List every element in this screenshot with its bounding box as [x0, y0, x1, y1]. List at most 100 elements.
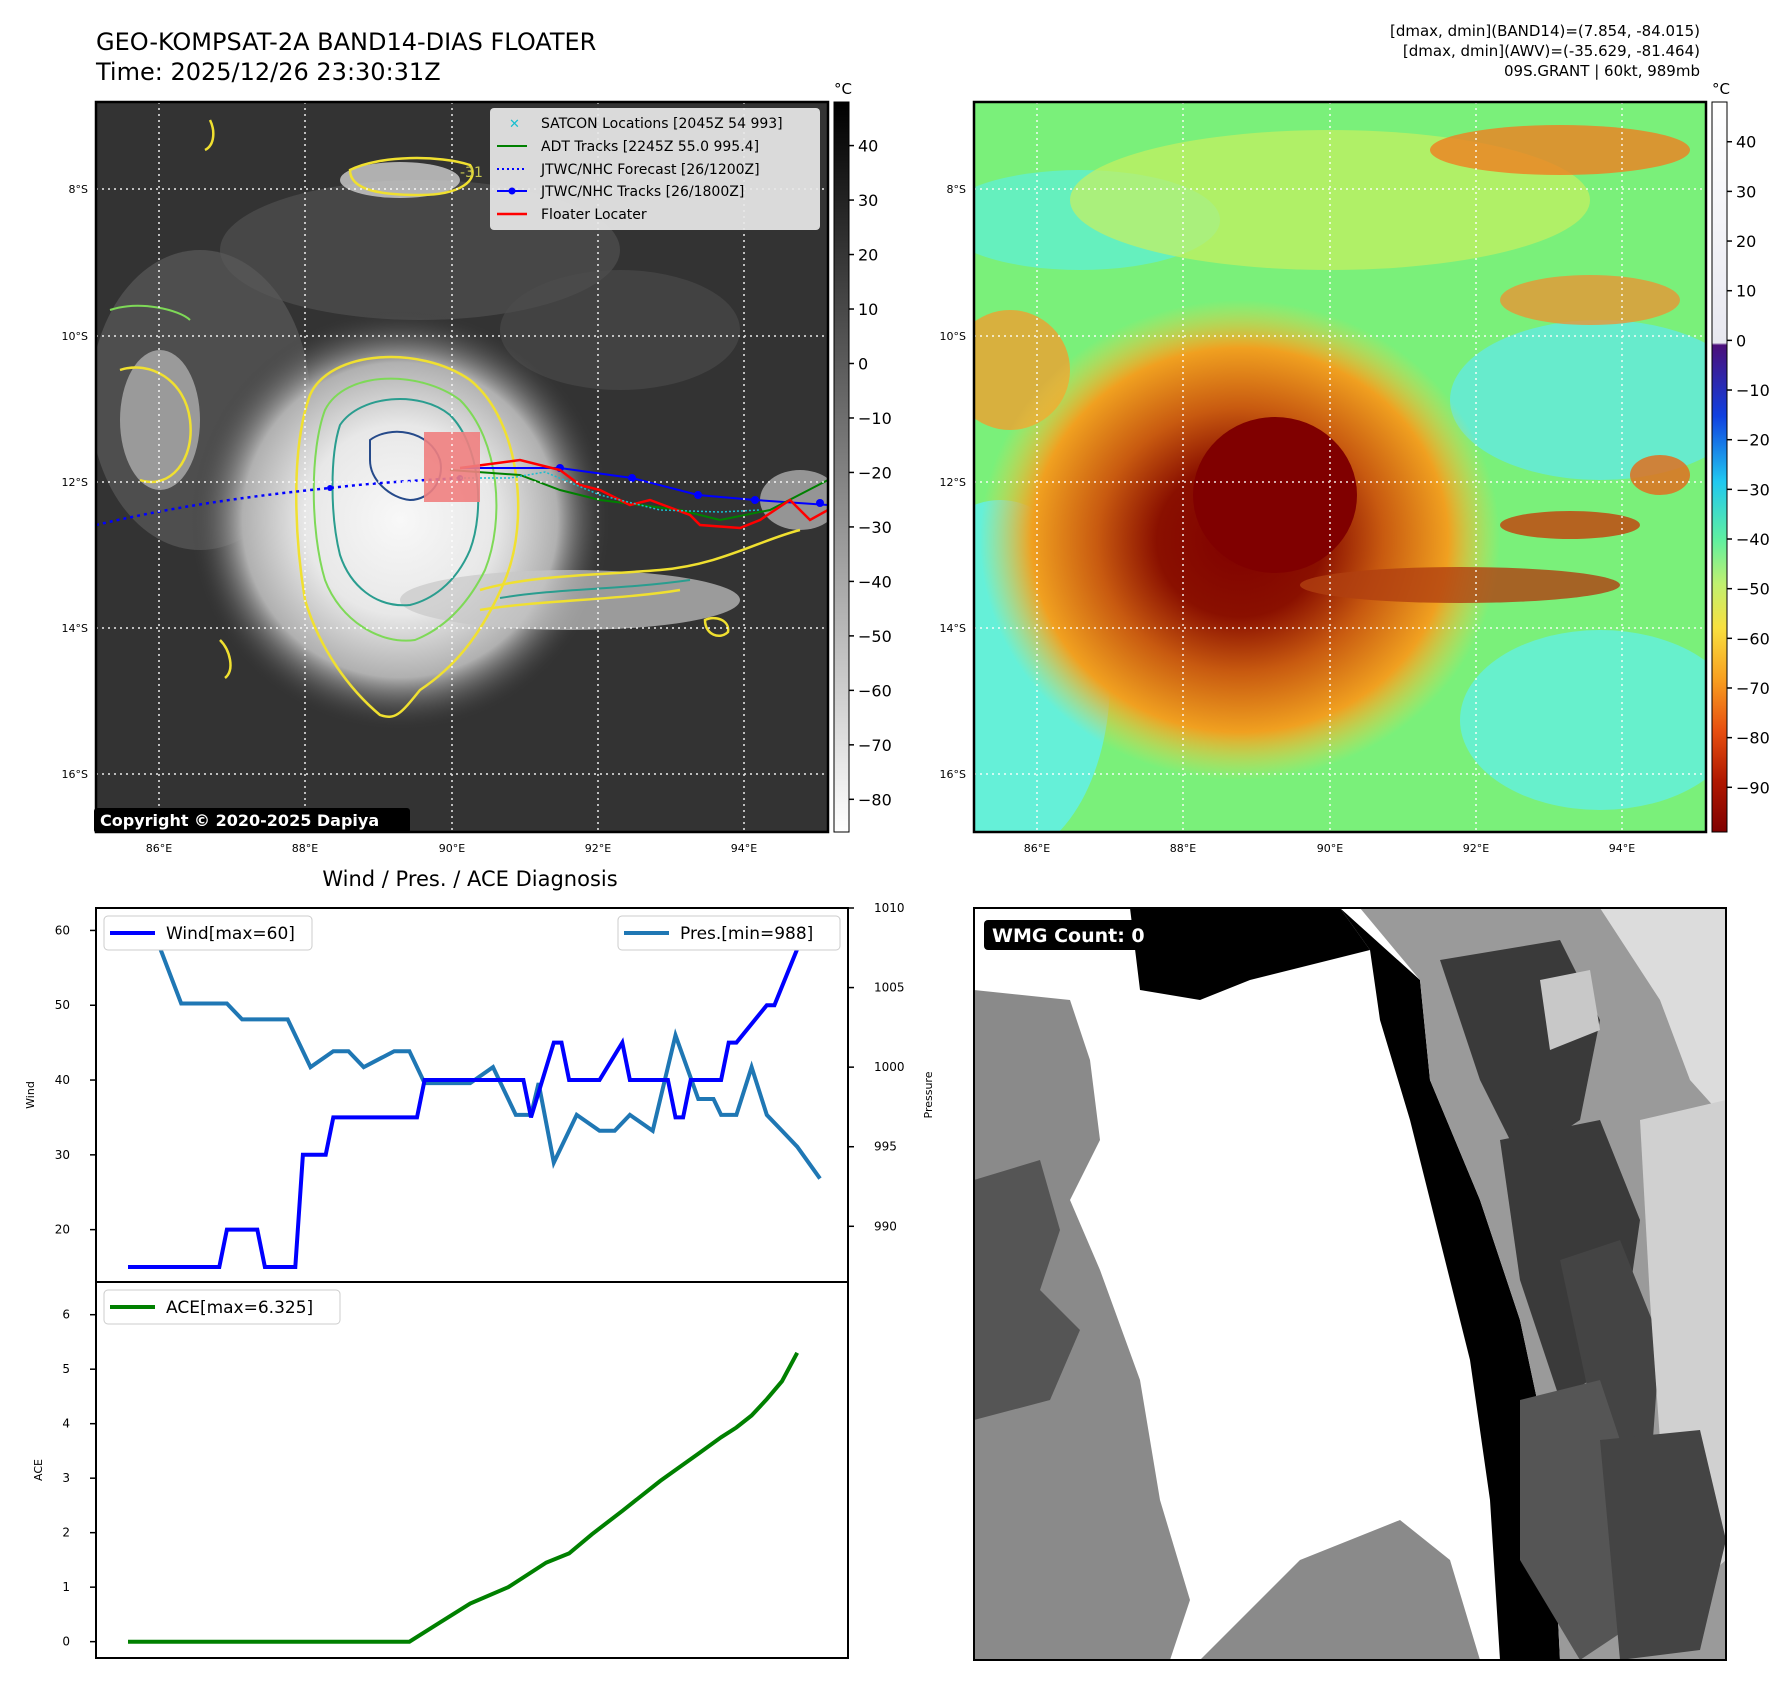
- awv-colorbar-tick-label: −20: [1736, 431, 1770, 450]
- ace-axis-label: ACE: [32, 1459, 45, 1481]
- ir-lat-label: 12°S: [62, 476, 88, 489]
- ir-colorbar-tick-label: 0: [858, 354, 868, 373]
- ir-colorbar-tick-label: −80: [858, 790, 892, 809]
- ace-legend-label: ACE[max=6.325]: [166, 1298, 313, 1318]
- wmg-count-box: [984, 920, 1166, 950]
- wind-axis-tick-label: 50: [55, 998, 70, 1012]
- copyright-text: Copyright © 2020-2025 Dapiya: [100, 811, 379, 830]
- ir-colorbar-tick-label: −70: [858, 736, 892, 755]
- satcon-marker-icon: ✕: [509, 117, 520, 132]
- wmg-frame: [973, 907, 1727, 1661]
- ir-colorbar-unit: °C: [834, 80, 852, 98]
- ir-colorbar-tick-label: 10: [858, 300, 878, 319]
- ir-lon-labels: 86°E 88°E 90°E 92°E 94°E: [146, 842, 757, 855]
- legend-satcon: SATCON Locations [2045Z 54 993]: [541, 116, 783, 132]
- floater-locator-box: [424, 432, 480, 502]
- awv-colorbar-tick-label: −60: [1736, 629, 1770, 648]
- awv-lon-label: 88°E: [1170, 842, 1196, 855]
- ir-lat-label: 14°S: [62, 622, 88, 635]
- wind-axis-tick-label: 20: [55, 1223, 70, 1237]
- legend-tracks: JTWC/NHC Tracks [26/1800Z]: [540, 184, 744, 200]
- ace-axis-tick-label: 5: [62, 1362, 70, 1376]
- storm-info: 09S.GRANT | 60kt, 989mb: [1503, 62, 1700, 80]
- map-legend: ✕ SATCON Locations [2045Z 54 993] ADT Tr…: [490, 108, 820, 230]
- copyright-box: [94, 808, 410, 833]
- awv-lon-label: 94°E: [1609, 842, 1635, 855]
- awv-range-info: [dmax, dmin](AWV)=(-35.629, -81.464): [1402, 42, 1700, 60]
- awv-colorbar-tick-label: −30: [1736, 480, 1770, 499]
- ir-colorbar-tick-label: 20: [858, 246, 878, 265]
- ace-axis-tick-label: 4: [62, 1417, 70, 1431]
- legend-adt: ADT Tracks [2245Z 55.0 995.4]: [541, 139, 759, 155]
- diagnosis-chart-title: Wind / Pres. / ACE Diagnosis: [322, 867, 617, 891]
- pressure-axis-tick-label: 1000: [874, 1060, 905, 1074]
- awv-colorbar-tick-label: 0: [1736, 331, 1746, 350]
- ace-axis-tick-label: 6: [62, 1308, 70, 1322]
- ir-colorbar-tick-label: −50: [858, 627, 892, 646]
- wind-legend-label: Wind[max=60]: [166, 924, 295, 944]
- pressure-axis-tick-label: 990: [874, 1219, 897, 1233]
- ace-axis-tick-label: 1: [62, 1580, 70, 1594]
- awv-lat-label: 8°S: [947, 183, 966, 196]
- ace-series-line: [128, 1351, 799, 1644]
- ir-colorbar-tick-label: 40: [858, 137, 878, 156]
- awv-lon-label: 92°E: [1463, 842, 1489, 855]
- figure-title-line1: GEO-KOMPSAT-2A BAND14-DIAS FLOATER: [96, 28, 597, 56]
- awv-lon-labels: 86°E 88°E 90°E 92°E 94°E: [1024, 842, 1635, 855]
- wind-axis-label: Wind: [24, 1081, 37, 1109]
- legend-forecast: JTWC/NHC Forecast [26/1200Z]: [540, 162, 760, 178]
- pressure-axis-label: Pressure: [922, 1071, 935, 1118]
- ir-colorbar-tick-label: −60: [858, 681, 892, 700]
- ir-imagery: -31: [96, 102, 828, 832]
- wind-axis-tick-label: 30: [55, 1148, 70, 1162]
- ace-chart: ACE 0 1 2 3 4 5 6 ACE[max=6.325]: [32, 1281, 849, 1659]
- awv-colorbar-tick-label: 10: [1736, 282, 1756, 301]
- ace-axis-tick-label: 0: [62, 1635, 70, 1649]
- wmg-count-label: WMG Count: 0: [992, 925, 1145, 947]
- awv-colorbar-tick-label: −70: [1736, 679, 1770, 698]
- awv-lat-labels: 8°S 10°S 12°S 14°S 16°S: [940, 183, 966, 781]
- ir-colorbar: °C 40 30 20 10 0 −10 −20 −30 −40 −50 −60 −70 −80: [833, 80, 892, 833]
- wind-pressure-frame: [95, 907, 849, 1283]
- awv-lat-label: 12°S: [940, 476, 966, 489]
- pressure-axis-tick-label: 1010: [874, 901, 905, 915]
- wind-pressure-chart: Wind / Pres. / ACE Diagnosis Wind Pressu…: [24, 867, 935, 1283]
- awv-lat-label: 16°S: [940, 768, 966, 781]
- ir-lon-label: 90°E: [439, 842, 465, 855]
- ir-colorbar-tick-label: 30: [858, 191, 878, 210]
- awv-colorbar-unit: °C: [1712, 80, 1730, 98]
- ir-map-panel: -31 Co: [62, 100, 830, 855]
- ir-lon-label: 94°E: [731, 842, 757, 855]
- awv-colorbar-tick-label: −10: [1736, 381, 1770, 400]
- awv-lon-label: 90°E: [1317, 842, 1343, 855]
- awv-colorbar: °C 40 30 20 10 0 −10 −20 −30 −40 −50 −60 −70 −80 −90: [1711, 80, 1770, 833]
- contour-label: -31: [460, 165, 483, 181]
- bt-range-info: [dmax, dmin](BAND14)=(7.854, -84.015): [1389, 22, 1700, 40]
- ir-lat-label: 8°S: [69, 183, 88, 196]
- pressure-axis-tick-label: 1005: [874, 981, 905, 995]
- pressure-axis-tick-label: 995: [874, 1140, 897, 1154]
- ir-lat-label: 16°S: [62, 768, 88, 781]
- wind-axis-tick-label: 60: [55, 923, 70, 937]
- awv-imagery: [974, 102, 1706, 832]
- awv-colorbar-tick-label: −50: [1736, 580, 1770, 599]
- figure-title-line2: Time: 2025/12/26 23:30:31Z: [96, 58, 441, 86]
- awv-lat-label: 10°S: [940, 330, 966, 343]
- awv-colorbar-tick-label: 40: [1736, 133, 1756, 152]
- awv-colorbar-tick-label: −90: [1736, 778, 1770, 797]
- ir-colorbar-tick-label: −40: [858, 572, 892, 591]
- legend-floater: Floater Locater: [541, 207, 647, 223]
- awv-colorbar-tick-label: −80: [1736, 729, 1770, 748]
- awv-lat-label: 14°S: [940, 622, 966, 635]
- ir-lon-label: 86°E: [146, 842, 172, 855]
- awv-lon-label: 86°E: [1024, 842, 1050, 855]
- ir-lat-label: 10°S: [62, 330, 88, 343]
- wmg-imagery: [974, 908, 1726, 1660]
- wind-axis-tick-label: 40: [55, 1073, 70, 1087]
- pressure-series-line: [128, 921, 822, 1180]
- awv-map-panel: 8°S 10°S 12°S 14°S 16°S 86°E 88°E 90°E 9…: [940, 100, 1708, 855]
- ace-frame: [95, 1281, 849, 1659]
- wind-series-line: [128, 928, 820, 1269]
- ace-axis-tick-label: 3: [62, 1471, 70, 1485]
